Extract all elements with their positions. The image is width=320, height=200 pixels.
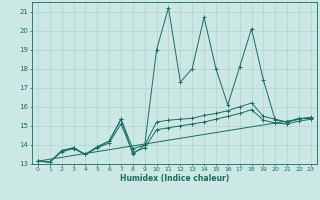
X-axis label: Humidex (Indice chaleur): Humidex (Indice chaleur) — [120, 174, 229, 183]
